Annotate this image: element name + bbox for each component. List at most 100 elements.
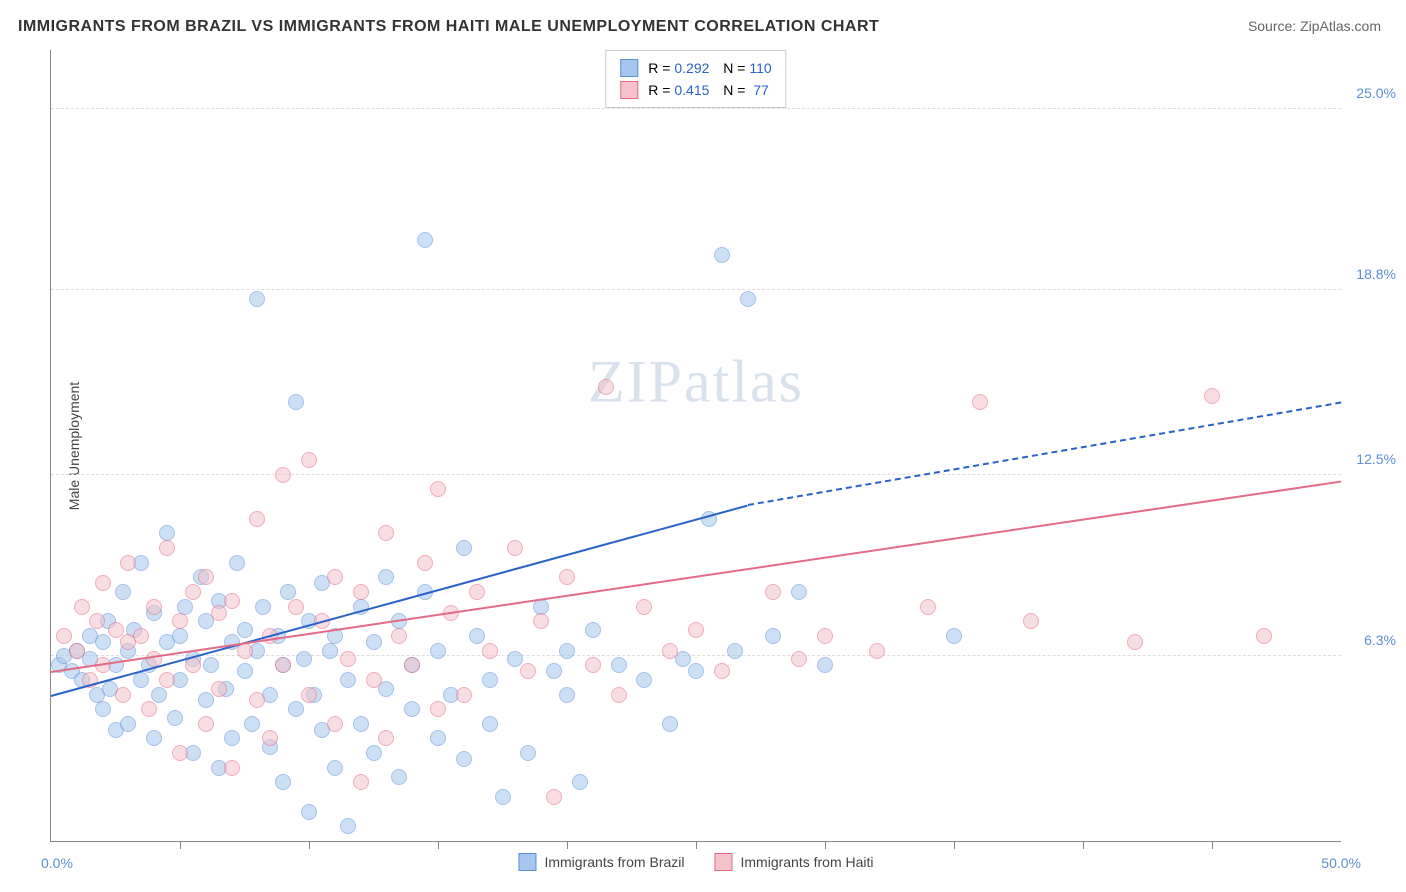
trend-line: [747, 402, 1341, 507]
stats-row-brazil: R = 0.292 N = 110: [620, 57, 771, 79]
legend-item-haiti: Immigrants from Haiti: [715, 853, 874, 871]
data-point: [115, 687, 131, 703]
x-tick: [954, 841, 955, 849]
data-point: [585, 657, 601, 673]
data-point: [456, 751, 472, 767]
data-point: [546, 663, 562, 679]
grid-line: [51, 108, 1341, 109]
data-point: [56, 628, 72, 644]
data-point: [920, 599, 936, 615]
data-point: [366, 672, 382, 688]
data-point: [198, 569, 214, 585]
x-tick: [309, 841, 310, 849]
data-point: [275, 467, 291, 483]
chart-container: IMMIGRANTS FROM BRAZIL VS IMMIGRANTS FRO…: [0, 0, 1406, 892]
source-label: Source: ZipAtlas.com: [1248, 18, 1381, 34]
data-point: [301, 452, 317, 468]
data-point: [120, 555, 136, 571]
data-point: [224, 760, 240, 776]
data-point: [301, 804, 317, 820]
data-point: [280, 584, 296, 600]
y-tick-label: 12.5%: [1356, 451, 1396, 467]
data-point: [495, 789, 511, 805]
data-point: [249, 291, 265, 307]
data-point: [296, 651, 312, 667]
data-point: [167, 710, 183, 726]
data-point: [95, 701, 111, 717]
data-point: [74, 599, 90, 615]
data-point: [546, 789, 562, 805]
data-point: [688, 663, 704, 679]
data-point: [198, 716, 214, 732]
x-tick: [825, 841, 826, 849]
data-point: [141, 701, 157, 717]
data-point: [430, 730, 446, 746]
data-point: [211, 681, 227, 697]
data-point: [791, 651, 807, 667]
data-point: [378, 730, 394, 746]
data-point: [211, 605, 227, 621]
data-point: [244, 716, 260, 732]
data-point: [1127, 634, 1143, 650]
data-point: [151, 687, 167, 703]
y-tick-label: 6.3%: [1364, 632, 1396, 648]
data-point: [115, 584, 131, 600]
data-point: [327, 716, 343, 732]
data-point: [482, 672, 498, 688]
data-point: [353, 584, 369, 600]
data-point: [946, 628, 962, 644]
data-point: [765, 628, 781, 644]
data-point: [275, 774, 291, 790]
data-point: [391, 628, 407, 644]
x-tick: [1212, 841, 1213, 849]
x-tick: [696, 841, 697, 849]
data-point: [237, 663, 253, 679]
data-point: [89, 613, 105, 629]
series-legend: Immigrants from Brazil Immigrants from H…: [518, 853, 873, 871]
data-point: [430, 481, 446, 497]
data-point: [159, 525, 175, 541]
data-point: [507, 540, 523, 556]
grid-line: [51, 474, 1341, 475]
stats-legend: R = 0.292 N = 110 R = 0.415 N = 77: [605, 50, 786, 108]
trend-line: [51, 481, 1341, 673]
data-point: [482, 643, 498, 659]
data-point: [95, 575, 111, 591]
data-point: [817, 657, 833, 673]
data-point: [237, 622, 253, 638]
data-point: [817, 628, 833, 644]
data-point: [417, 555, 433, 571]
data-point: [159, 672, 175, 688]
chart-title: IMMIGRANTS FROM BRAZIL VS IMMIGRANTS FRO…: [18, 18, 879, 36]
data-point: [559, 687, 575, 703]
data-point: [255, 599, 271, 615]
data-point: [1023, 613, 1039, 629]
swatch-brazil: [518, 853, 536, 871]
data-point: [572, 774, 588, 790]
data-point: [1256, 628, 1272, 644]
data-point: [714, 663, 730, 679]
data-point: [249, 511, 265, 527]
data-point: [662, 643, 678, 659]
grid-line: [51, 289, 1341, 290]
data-point: [1204, 388, 1220, 404]
legend-item-brazil: Immigrants from Brazil: [518, 853, 684, 871]
data-point: [391, 769, 407, 785]
x-tick: [567, 841, 568, 849]
x-tick: [1083, 841, 1084, 849]
data-point: [611, 687, 627, 703]
data-point: [366, 634, 382, 650]
data-point: [378, 569, 394, 585]
data-point: [598, 379, 614, 395]
data-point: [456, 687, 472, 703]
data-point: [340, 672, 356, 688]
data-point: [456, 540, 472, 556]
x-max-label: 50.0%: [1321, 855, 1361, 871]
data-point: [177, 599, 193, 615]
data-point: [430, 643, 446, 659]
plot-area: ZIPatlas R = 0.292 N = 110 R = 0.415 N =…: [50, 50, 1341, 842]
data-point: [224, 730, 240, 746]
data-point: [146, 599, 162, 615]
data-point: [133, 672, 149, 688]
source-link[interactable]: ZipAtlas.com: [1300, 18, 1381, 34]
